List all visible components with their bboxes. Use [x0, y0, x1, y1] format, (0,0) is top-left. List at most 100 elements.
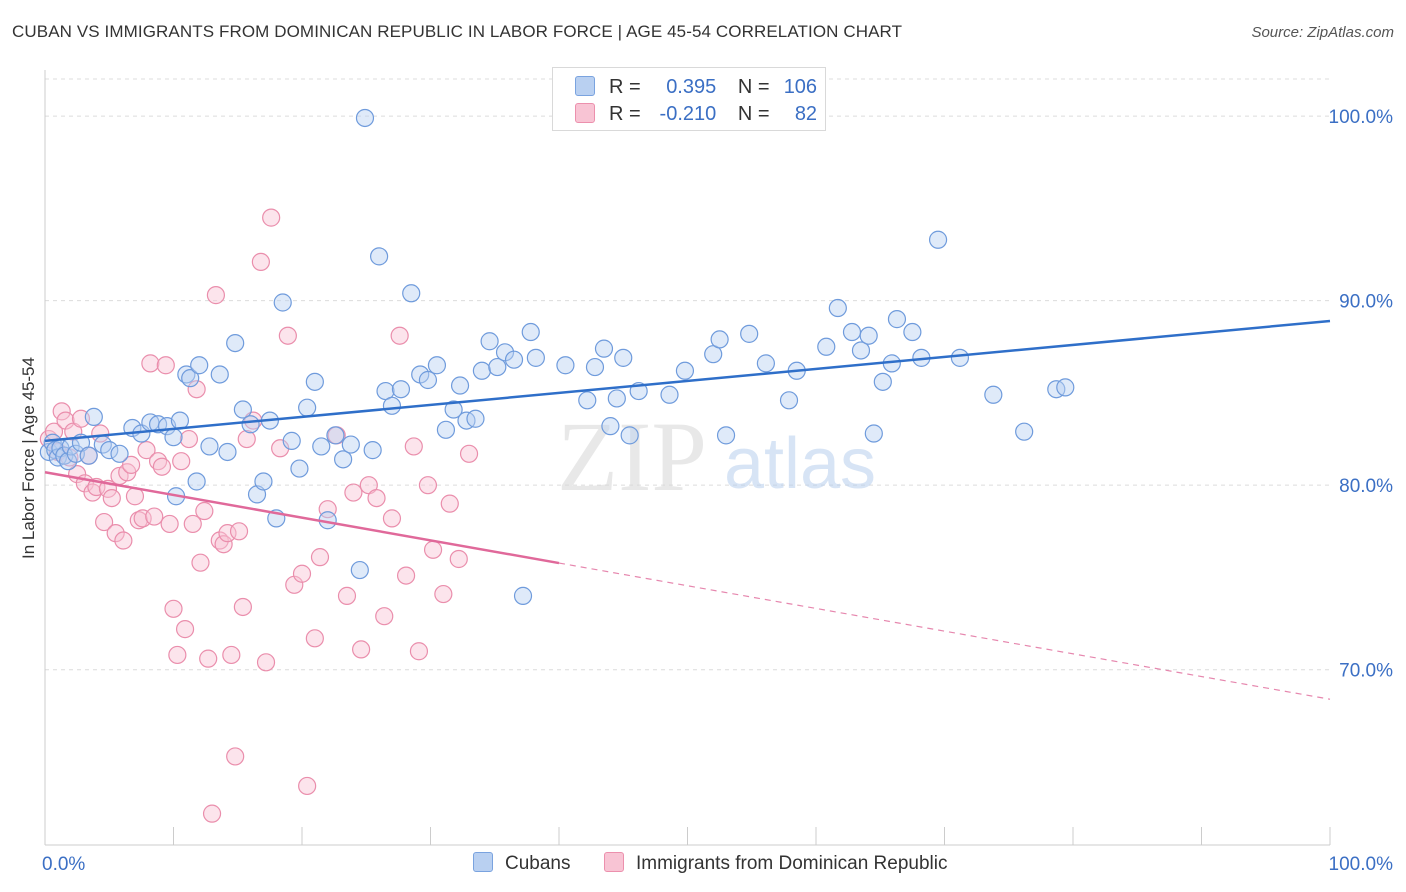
- cuban-point: [1056, 378, 1075, 397]
- cuban-point: [312, 437, 331, 456]
- legend-label-dominican: Immigrants from Dominican Republic: [636, 853, 948, 874]
- dominican-point: [195, 501, 214, 521]
- dominican-point: [292, 564, 312, 583]
- watermark-zip: ZIP: [557, 401, 707, 512]
- cuban-point: [326, 426, 345, 445]
- cuban-point: [578, 391, 597, 410]
- dominican-point: [164, 599, 183, 618]
- dominican-point: [121, 455, 141, 474]
- dominican-point: [141, 354, 160, 373]
- dominican-point: [95, 512, 114, 532]
- y-tick-label: 100.0%: [1329, 107, 1394, 128]
- cuban-point: [350, 560, 369, 580]
- cuban-point: [607, 389, 626, 408]
- cuban-point: [79, 446, 98, 465]
- cuban-point: [290, 459, 309, 478]
- dominican-point: [382, 509, 402, 528]
- cuban-point: [233, 400, 252, 419]
- dominican-point: [337, 586, 357, 605]
- cuban-point: [190, 356, 209, 375]
- y-tick-label: 80.0%: [1339, 476, 1393, 497]
- legend-n-label: N =: [737, 103, 770, 125]
- cuban-point: [382, 396, 402, 415]
- dominican-point: [418, 476, 438, 495]
- dominican-point: [305, 629, 324, 648]
- cuban-point: [282, 431, 301, 450]
- chart-title: CUBAN VS IMMIGRANTS FROM DOMINICAN REPUB…: [12, 22, 903, 41]
- dominican-point: [187, 380, 206, 399]
- dominican-point: [183, 514, 202, 534]
- dominican-point: [251, 252, 270, 272]
- cuban-point: [200, 437, 219, 456]
- cuban-point: [472, 361, 491, 380]
- dominican-point: [106, 524, 125, 543]
- watermark: ZIP atlas: [557, 401, 876, 512]
- cuban-point: [950, 348, 970, 367]
- cuban-point: [370, 247, 389, 266]
- series-legend: Cubans Immigrants from Dominican Republi…: [0, 852, 1406, 878]
- dominican-point: [206, 286, 226, 305]
- source-label: Source: ZipAtlas.com: [1251, 24, 1394, 41]
- dominican-point: [233, 597, 252, 617]
- dominican-point: [352, 640, 371, 659]
- cuban-point: [851, 341, 871, 360]
- x-tick-label: 100.0%: [1329, 854, 1394, 875]
- cuban-point: [526, 348, 545, 367]
- dominican-point: [191, 553, 210, 572]
- dominican-point: [310, 548, 330, 567]
- cuban-point: [273, 293, 292, 312]
- axis-labels: 70.0% 80.0% 90.0% 100.0% 0.0% 100.0% In Labor …: [19, 107, 1393, 875]
- cuban-point: [614, 348, 633, 367]
- cuban-point: [513, 586, 533, 605]
- dominican-point: [459, 444, 479, 463]
- cuban-point: [241, 415, 260, 434]
- cuban-point: [779, 391, 799, 410]
- dominican-point: [229, 522, 249, 541]
- y-axis-label: In Labor Force | Age 45-54: [19, 357, 38, 559]
- legend-n-label: N =: [737, 76, 770, 98]
- cubans-trend-line: [44, 319, 1331, 443]
- cuban-point: [457, 411, 476, 430]
- cuban-point: [418, 370, 438, 390]
- legend-n-value: 106: [783, 76, 818, 98]
- cuban-point: [828, 298, 847, 318]
- x-tick-label: 0.0%: [42, 854, 85, 875]
- cuban-point: [226, 333, 245, 353]
- dominican-point: [298, 776, 317, 796]
- dominican-point: [156, 356, 175, 375]
- cuban-point: [817, 337, 836, 356]
- dominican-point: [202, 804, 222, 823]
- cuban-point: [521, 322, 540, 342]
- cuban-point: [873, 372, 892, 391]
- cuban-point: [660, 385, 679, 404]
- cuban-point: [181, 369, 200, 388]
- dominican-point: [222, 645, 241, 665]
- dominican-trend-line: [44, 471, 560, 565]
- cuban-point: [903, 322, 922, 342]
- dominican-point: [199, 649, 218, 668]
- cuban-point: [859, 326, 878, 345]
- cuban-point: [864, 424, 883, 443]
- cuban-point: [305, 372, 324, 391]
- dominican-point: [226, 747, 245, 766]
- dominican-trend-extension: [558, 562, 1331, 700]
- y-tick-label: 70.0%: [1339, 661, 1393, 682]
- cuban-point: [716, 426, 736, 445]
- dominican-point: [114, 531, 133, 550]
- cuban-point: [436, 420, 456, 439]
- cuban-point: [1015, 422, 1034, 441]
- cuban-point: [148, 415, 168, 434]
- legend-item-cubans: Cubans: [473, 852, 571, 875]
- cuban-point: [601, 417, 620, 436]
- dominican-point: [278, 326, 297, 345]
- y-tick-label: 90.0%: [1339, 292, 1393, 313]
- dominican-point: [214, 535, 233, 554]
- cuban-point: [556, 356, 575, 375]
- cuban-point: [480, 332, 499, 351]
- cuban-point: [391, 380, 411, 399]
- legend-r-value: 0.395: [666, 76, 717, 98]
- dominican-point: [390, 326, 409, 345]
- dominican-point: [344, 483, 363, 502]
- cuban-point: [298, 398, 317, 417]
